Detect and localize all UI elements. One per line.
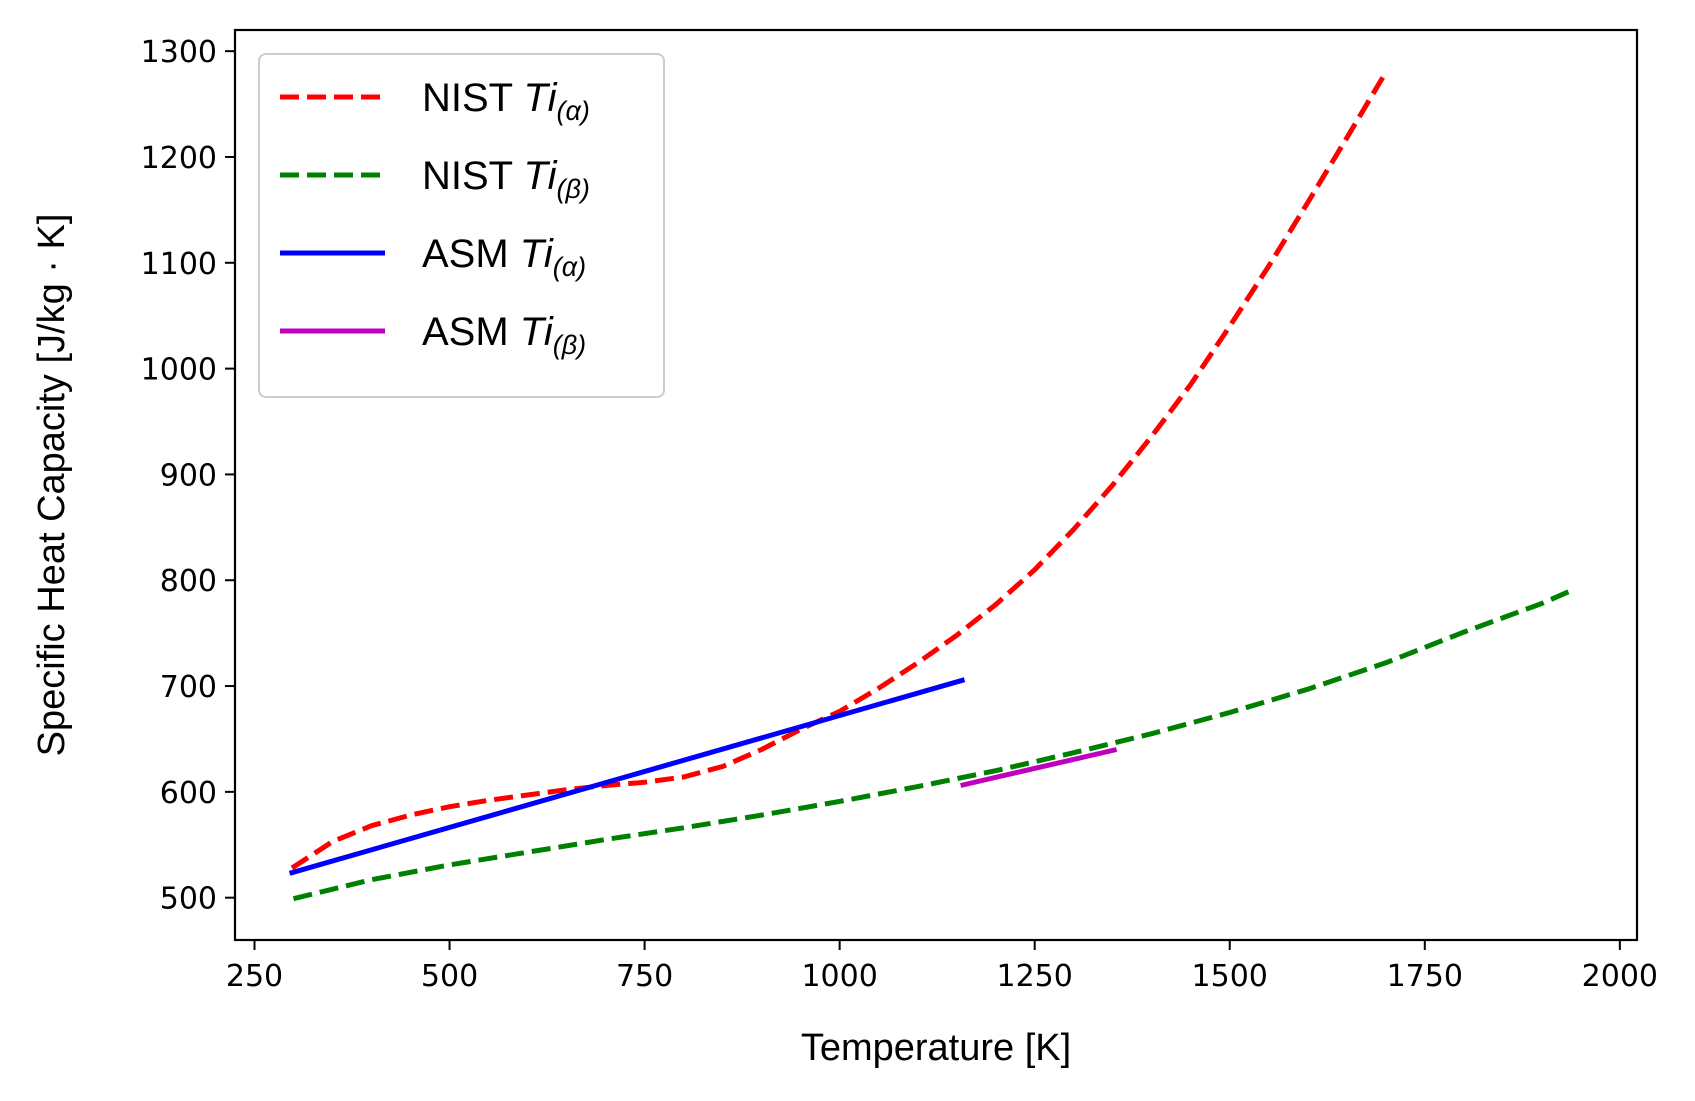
series-line-2 [292, 587, 1575, 902]
legend: NIST Ti(α)NIST Ti(β)ASM Ti(α)ASM Ti(β) [258, 53, 665, 398]
series-line-1 [290, 71, 1388, 871]
x-tick-label: 1500 [1192, 959, 1268, 994]
y-tick-label: 700 [160, 670, 217, 705]
legend-label-main: NIST [422, 76, 524, 120]
legend-label-subscript: (β) [556, 174, 589, 204]
x-axis-title: Temperature [K] [801, 1027, 1071, 1069]
y-axis: 500 600 700 800 900 1000 1100 1200 1300 [141, 35, 235, 917]
y-tick-label: 1300 [141, 35, 217, 70]
legend-label-main: ASM [422, 232, 520, 276]
legend-label-subscript: (α) [553, 252, 586, 282]
legend-label-4: ASM Ti(β) [422, 310, 586, 360]
legend-label-3: ASM Ti(α) [422, 232, 586, 282]
x-tick-label: 250 [226, 959, 283, 994]
plot-frame [233, 28, 1639, 942]
legend-label-2: NIST Ti(β) [422, 154, 590, 204]
y-tick-label: 1200 [141, 141, 217, 176]
y-tick-label: 1000 [141, 353, 217, 388]
x-axis: 250 500 750 1000 1250 1500 1750 2000 [226, 940, 1658, 994]
x-tick-label: 750 [616, 959, 673, 994]
x-tick-label: 2000 [1582, 959, 1658, 994]
y-tick-label: 1100 [141, 247, 217, 282]
legend-label-italic: Ti [524, 154, 558, 198]
legend-label-main: ASM [422, 310, 520, 354]
series-line-3 [288, 677, 966, 876]
x-tick-label: 1000 [801, 959, 877, 994]
y-axis-title: Specific Heat Capacity [J/kg · K] [31, 214, 73, 757]
legend-label-italic: Ti [520, 310, 554, 354]
legend-label-subscript: (β) [553, 330, 586, 360]
legend-label-main: NIST [422, 154, 524, 198]
legend-label-italic: Ti [520, 232, 554, 276]
x-tick-label: 1250 [997, 959, 1073, 994]
series-line-4 [960, 747, 1118, 788]
y-tick-label: 900 [160, 458, 217, 493]
legend-label-1: NIST Ti(α) [422, 76, 590, 126]
legend-label-italic: Ti [524, 76, 558, 120]
legend-label-subscript: (α) [556, 96, 589, 126]
x-tick-label: 1750 [1387, 959, 1463, 994]
y-tick-label: 500 [160, 882, 217, 917]
x-tick-label: 500 [421, 959, 478, 994]
legend-box [258, 53, 665, 398]
y-tick-label: 600 [160, 776, 217, 811]
series-layer [288, 71, 1575, 902]
y-tick-label: 800 [160, 564, 217, 599]
